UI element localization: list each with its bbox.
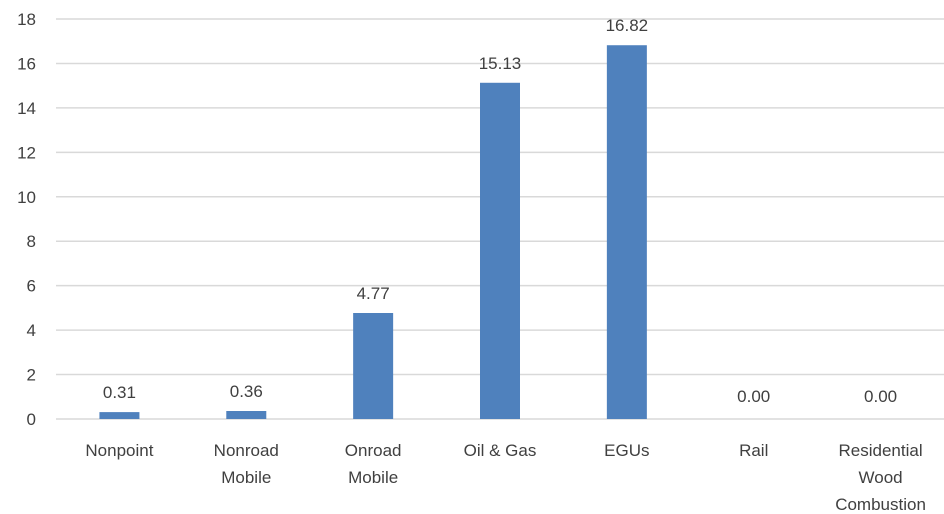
category-label: Onroad Mobile: [345, 441, 402, 487]
data-label: 15.13: [479, 54, 522, 73]
data-label: 16.82: [606, 16, 649, 35]
category-label: EGUs: [604, 441, 649, 460]
y-tick-label: 0: [27, 410, 36, 429]
y-tick-label: 12: [17, 143, 36, 162]
category-label-line: Nonpoint: [85, 441, 153, 460]
category-label-line: Oil & Gas: [464, 441, 537, 460]
y-tick-label: 6: [27, 277, 36, 296]
category-label-line: Residential: [839, 441, 923, 460]
category-label-line: Rail: [739, 441, 768, 460]
category-label-line: Mobile: [348, 468, 398, 487]
data-label: 0.00: [864, 387, 897, 406]
bar: [480, 82, 520, 420]
y-tick-label: 10: [17, 188, 36, 207]
category-label-line: Combustion: [835, 495, 926, 514]
y-tick-label: 8: [27, 232, 36, 251]
data-label: 0.36: [230, 382, 263, 401]
bar: [353, 313, 394, 419]
y-axis-ticks: 0 2 4 6 8 10 12 14 16 18: [17, 10, 36, 429]
bars: [99, 45, 647, 420]
x-axis-categories: Nonpoint Nonroad Mobile Onroad Mobile Oil & G…: [85, 441, 926, 514]
category-label-line: Mobile: [221, 468, 271, 487]
category-label: Residential Wood Combustion: [835, 441, 926, 514]
data-labels: 0.31 0.36 4.77 15.13 16.82 0.00 0.00: [103, 16, 897, 406]
bar: [226, 411, 267, 419]
y-tick-label: 16: [17, 54, 36, 73]
category-label: Rail: [739, 441, 768, 460]
category-label-line: Wood: [859, 468, 903, 487]
y-tick-label: 4: [27, 321, 36, 340]
category-label-line: Onroad: [345, 441, 402, 460]
category-label-line: Nonroad: [214, 441, 279, 460]
bar: [606, 45, 647, 419]
data-label: 0.31: [103, 383, 136, 402]
category-label: Nonpoint: [85, 441, 153, 460]
y-tick-label: 14: [17, 99, 36, 118]
category-label: Nonroad Mobile: [214, 441, 279, 487]
y-tick-label: 18: [17, 10, 36, 29]
bar: [99, 412, 140, 419]
category-label-line: EGUs: [604, 441, 649, 460]
category-label: Oil & Gas: [464, 441, 537, 460]
y-tick-label: 2: [27, 366, 36, 385]
data-label: 4.77: [357, 284, 390, 303]
data-label: 0.00: [737, 387, 770, 406]
